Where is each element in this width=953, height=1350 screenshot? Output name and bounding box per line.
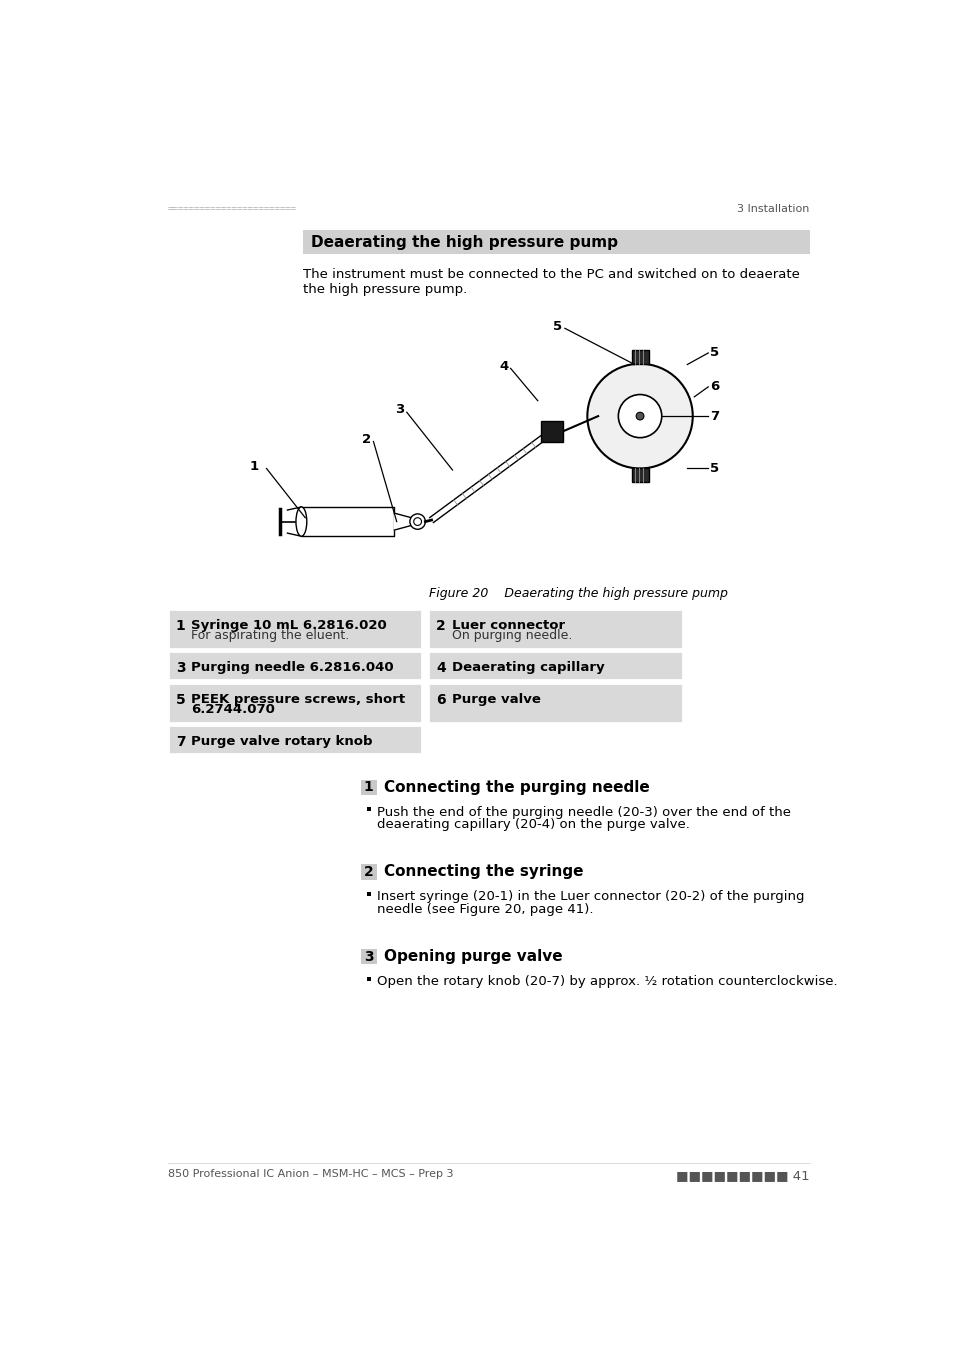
Text: 5: 5 <box>709 347 719 359</box>
Circle shape <box>636 412 643 420</box>
Text: PEEK pressure screws, short: PEEK pressure screws, short <box>192 693 405 706</box>
Text: 2: 2 <box>361 433 371 446</box>
Text: 1: 1 <box>363 780 374 794</box>
FancyBboxPatch shape <box>168 651 422 680</box>
Text: 4: 4 <box>436 662 445 675</box>
FancyBboxPatch shape <box>168 683 422 722</box>
Text: Purge valve: Purge valve <box>452 693 540 706</box>
FancyBboxPatch shape <box>367 892 371 896</box>
FancyBboxPatch shape <box>360 864 376 880</box>
Text: The instrument must be connected to the PC and switched on to deaerate: The instrument must be connected to the … <box>303 269 799 281</box>
Text: 5: 5 <box>553 320 561 332</box>
Circle shape <box>618 394 661 437</box>
Text: 3 Installation: 3 Installation <box>737 204 809 215</box>
Text: 4: 4 <box>498 359 508 373</box>
Text: On purging needle.: On purging needle. <box>452 629 572 643</box>
Text: For aspirating the eluent.: For aspirating the eluent. <box>192 629 349 643</box>
Text: Connecting the syringe: Connecting the syringe <box>384 864 583 879</box>
Text: 7: 7 <box>175 734 185 749</box>
Text: Luer connector: Luer connector <box>452 618 564 632</box>
Polygon shape <box>394 513 411 531</box>
Text: Connecting the purging needle: Connecting the purging needle <box>384 780 649 795</box>
FancyBboxPatch shape <box>367 807 371 811</box>
Text: 5: 5 <box>175 693 186 706</box>
FancyBboxPatch shape <box>428 609 682 648</box>
Polygon shape <box>429 429 553 522</box>
Circle shape <box>587 363 692 468</box>
Polygon shape <box>287 508 301 536</box>
Text: 6: 6 <box>436 693 445 706</box>
FancyBboxPatch shape <box>303 230 809 254</box>
FancyBboxPatch shape <box>631 350 648 363</box>
Text: Push the end of the purging needle (20-3) over the end of the: Push the end of the purging needle (20-3… <box>376 806 790 818</box>
Text: 3: 3 <box>395 404 404 416</box>
FancyBboxPatch shape <box>360 779 376 795</box>
FancyBboxPatch shape <box>367 976 371 980</box>
Text: 3: 3 <box>364 949 374 964</box>
FancyBboxPatch shape <box>168 609 422 648</box>
FancyBboxPatch shape <box>428 651 682 680</box>
Text: 3: 3 <box>175 662 185 675</box>
FancyBboxPatch shape <box>540 421 562 443</box>
Text: deaerating capillary (20-4) on the purge valve.: deaerating capillary (20-4) on the purge… <box>376 818 689 832</box>
Text: 850 Professional IC Anion – MSM-HC – MCS – Prep 3: 850 Professional IC Anion – MSM-HC – MCS… <box>168 1169 453 1179</box>
Text: Syringe 10 mL 6.2816.020: Syringe 10 mL 6.2816.020 <box>192 618 387 632</box>
Text: 7: 7 <box>709 409 719 423</box>
FancyBboxPatch shape <box>631 468 648 482</box>
Text: 5: 5 <box>709 462 719 475</box>
Text: 6: 6 <box>709 381 719 393</box>
Text: Open the rotary knob (20-7) by approx. ½ rotation counterclockwise.: Open the rotary knob (20-7) by approx. ½… <box>376 975 837 988</box>
Circle shape <box>414 518 421 525</box>
Circle shape <box>410 514 425 529</box>
FancyBboxPatch shape <box>360 949 376 964</box>
Polygon shape <box>301 508 394 536</box>
Text: 1: 1 <box>175 618 186 633</box>
Text: 2: 2 <box>436 618 445 633</box>
Text: Purging needle 6.2816.040: Purging needle 6.2816.040 <box>192 662 394 674</box>
Text: ■■■■■■■■■ 41: ■■■■■■■■■ 41 <box>676 1169 809 1183</box>
Text: Insert syringe (20-1) in the Luer connector (20-2) of the purging: Insert syringe (20-1) in the Luer connec… <box>376 891 803 903</box>
Text: Purge valve rotary knob: Purge valve rotary knob <box>192 734 373 748</box>
Ellipse shape <box>295 508 307 536</box>
Text: Deaerating capillary: Deaerating capillary <box>452 662 603 674</box>
Text: the high pressure pump.: the high pressure pump. <box>303 284 467 296</box>
FancyBboxPatch shape <box>428 683 682 722</box>
Text: needle (see Figure 20, page 41).: needle (see Figure 20, page 41). <box>376 903 593 915</box>
Text: Deaerating the high pressure pump: Deaerating the high pressure pump <box>311 235 617 250</box>
Text: Opening purge valve: Opening purge valve <box>384 949 562 964</box>
Text: Figure 20    Deaerating the high pressure pump: Figure 20 Deaerating the high pressure p… <box>429 587 727 599</box>
Text: 2: 2 <box>363 865 374 879</box>
Text: 6.2744.070: 6.2744.070 <box>192 703 274 717</box>
Text: 1: 1 <box>249 459 258 472</box>
FancyBboxPatch shape <box>168 725 422 755</box>
Text: ========================: ======================== <box>168 204 296 213</box>
